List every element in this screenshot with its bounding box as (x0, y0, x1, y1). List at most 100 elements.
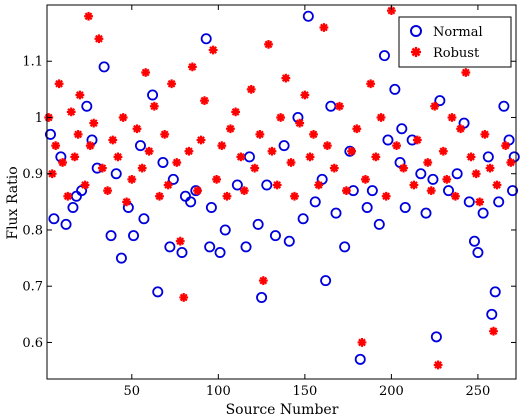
point-normal (219, 224, 231, 236)
point-robust (89, 118, 99, 128)
point-normal (320, 275, 332, 287)
point-robust (290, 191, 299, 201)
point-normal (81, 100, 93, 112)
point-robust (212, 174, 222, 184)
point-normal (415, 168, 427, 180)
y-tick-label: 0.8 (22, 223, 43, 238)
point-normal (382, 134, 394, 146)
point-normal (269, 230, 281, 242)
point-normal (463, 196, 475, 208)
x-tick-label: 50 (124, 384, 141, 399)
point-robust (341, 186, 351, 195)
point-robust (466, 152, 476, 162)
point-normal (427, 173, 439, 185)
point-robust (113, 152, 123, 162)
point-robust (451, 191, 460, 201)
legend-label-normal: Normal (433, 25, 483, 40)
point-robust (149, 101, 159, 111)
point-robust (58, 158, 67, 167)
point-robust (352, 124, 362, 134)
point-robust (319, 23, 329, 32)
point-robust (286, 158, 296, 167)
point-robust (276, 113, 286, 122)
point-normal (309, 196, 321, 208)
point-robust (392, 141, 401, 151)
point-normal (256, 291, 268, 303)
point-robust (73, 129, 83, 139)
point-normal (493, 196, 505, 208)
point-robust (309, 129, 318, 139)
point-robust (456, 124, 466, 134)
point-normal (361, 201, 373, 213)
point-robust (409, 180, 419, 190)
point-normal (451, 168, 463, 180)
legend: Normal Robust (398, 16, 512, 68)
point-robust (281, 73, 291, 83)
point-robust (47, 169, 57, 179)
point-robust (127, 174, 137, 184)
point-normal (176, 246, 188, 258)
point-robust (426, 186, 436, 195)
point-robust (381, 191, 391, 201)
point-normal (389, 83, 401, 95)
y-tick-label: 0.7 (22, 280, 43, 295)
point-robust (305, 152, 315, 162)
point-robust (412, 135, 422, 145)
point-robust (438, 146, 448, 156)
y-tick-label: 1.1 (22, 55, 43, 70)
point-robust (255, 129, 265, 139)
point-normal (128, 230, 140, 242)
point-robust (300, 90, 310, 100)
point-robust (187, 62, 197, 72)
point-robust (175, 236, 185, 246)
point-robust (193, 186, 202, 195)
point-robust (433, 360, 443, 370)
point-normal (110, 168, 122, 180)
point-normal (378, 50, 390, 62)
point-normal (252, 218, 264, 230)
axes-frame (46, 4, 517, 380)
point-robust (155, 191, 164, 201)
point-normal (98, 61, 110, 73)
point-normal (200, 33, 212, 45)
point-normal (214, 246, 226, 258)
point-robust (335, 101, 344, 111)
point-robust (485, 163, 495, 173)
point-robust (122, 197, 132, 207)
point-normal (48, 213, 60, 225)
point-normal (325, 100, 337, 112)
point-robust (144, 146, 154, 156)
point-robust (196, 135, 206, 145)
point-robust (66, 107, 76, 117)
point-robust (108, 135, 118, 145)
point-normal (472, 246, 484, 258)
y-tick-label: 0.6 (22, 336, 43, 351)
point-robust (357, 338, 367, 347)
point-normal (44, 128, 56, 140)
point-robust (461, 68, 471, 77)
point-robust (84, 11, 93, 21)
point-robust (54, 79, 64, 89)
point-robust (163, 180, 173, 190)
point-robust (447, 113, 457, 122)
point-normal (302, 10, 314, 22)
point-normal (507, 185, 519, 197)
point-normal (399, 201, 411, 213)
point-robust (226, 124, 235, 134)
point-robust (295, 118, 305, 128)
x-tick-label: 150 (292, 384, 317, 399)
point-robust (258, 276, 268, 285)
point-normal (278, 140, 290, 152)
point-robust (167, 79, 177, 89)
point-robust (430, 101, 440, 111)
legend-marker-normal (410, 25, 422, 37)
point-normal (185, 196, 197, 208)
point-normal (396, 123, 408, 135)
point-normal (60, 218, 72, 230)
point-robust (423, 158, 433, 167)
legend-label-robust: Robust (433, 46, 480, 61)
point-robust (80, 180, 90, 190)
point-normal (179, 190, 191, 202)
point-normal (434, 95, 446, 107)
